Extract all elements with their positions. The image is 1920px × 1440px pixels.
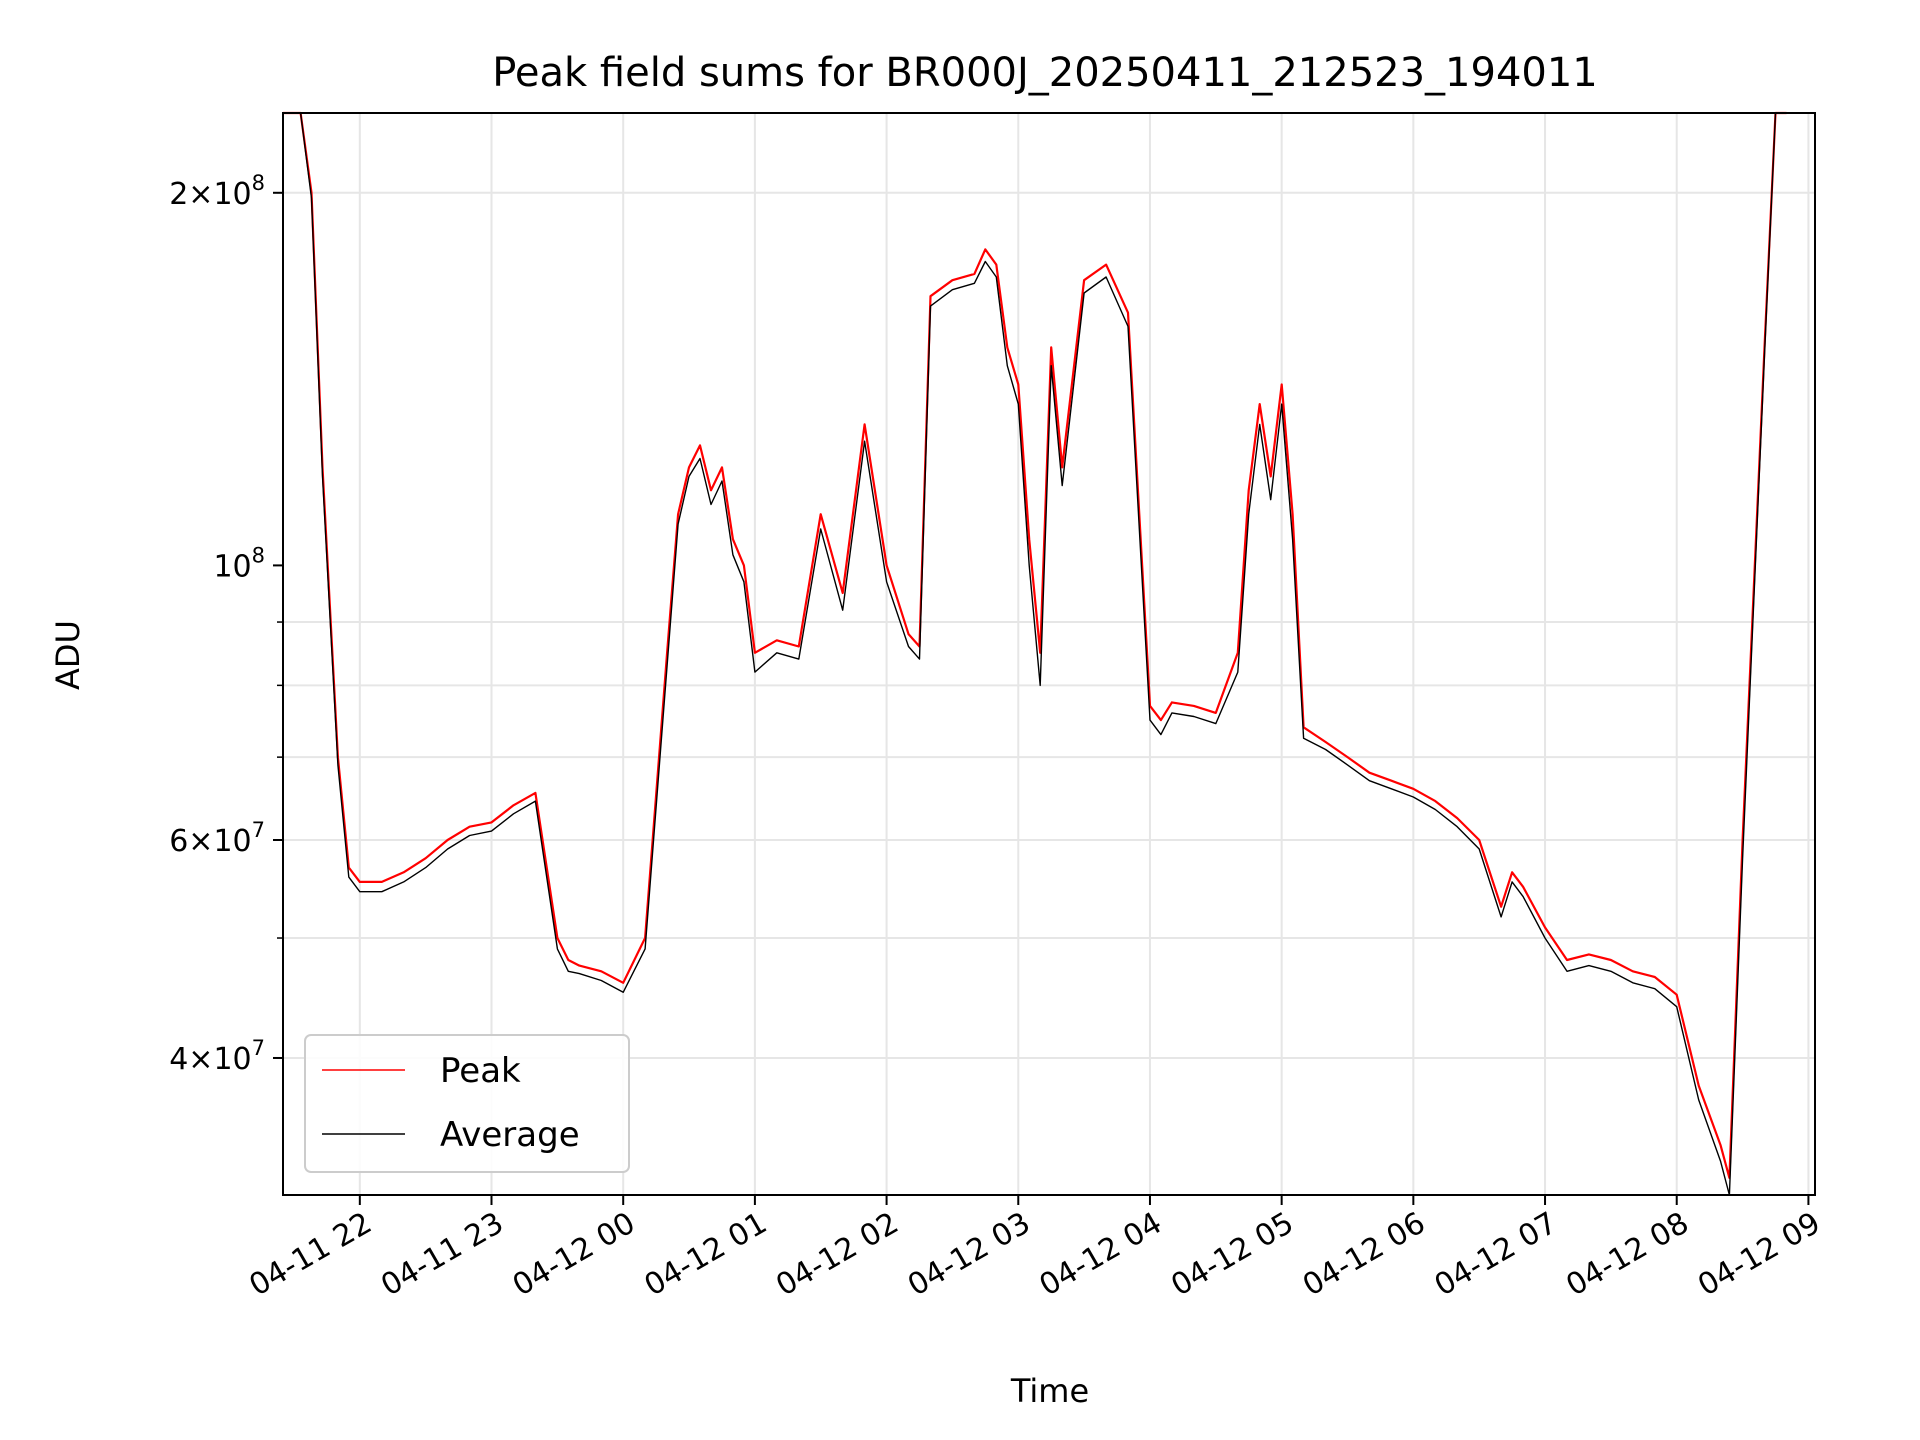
- plot-area-frame: [282, 112, 1816, 1196]
- y-tick-label: 6×107: [169, 818, 265, 859]
- chart-title: Peak field sums for BR000J_20250411_2125…: [492, 50, 1598, 96]
- legend: Peak Average: [304, 1034, 630, 1173]
- series-line-average: [283, 112, 1787, 1196]
- y-tick-label: 4×107: [169, 1036, 265, 1077]
- y-axis-label: ADU: [49, 620, 87, 690]
- grid: [283, 113, 1815, 1195]
- series-layer: [283, 111, 1787, 1196]
- y-tick-label: 108: [213, 543, 265, 584]
- legend-label-peak: Peak: [440, 1051, 521, 1091]
- x-axis-label: Time: [1010, 1372, 1089, 1410]
- series-line-peak: [283, 111, 1787, 1180]
- y-tick-label: 2×108: [169, 171, 265, 212]
- y-axis: 4×107 6×107 108 2×108: [169, 171, 283, 1077]
- legend-label-average: Average: [440, 1115, 580, 1155]
